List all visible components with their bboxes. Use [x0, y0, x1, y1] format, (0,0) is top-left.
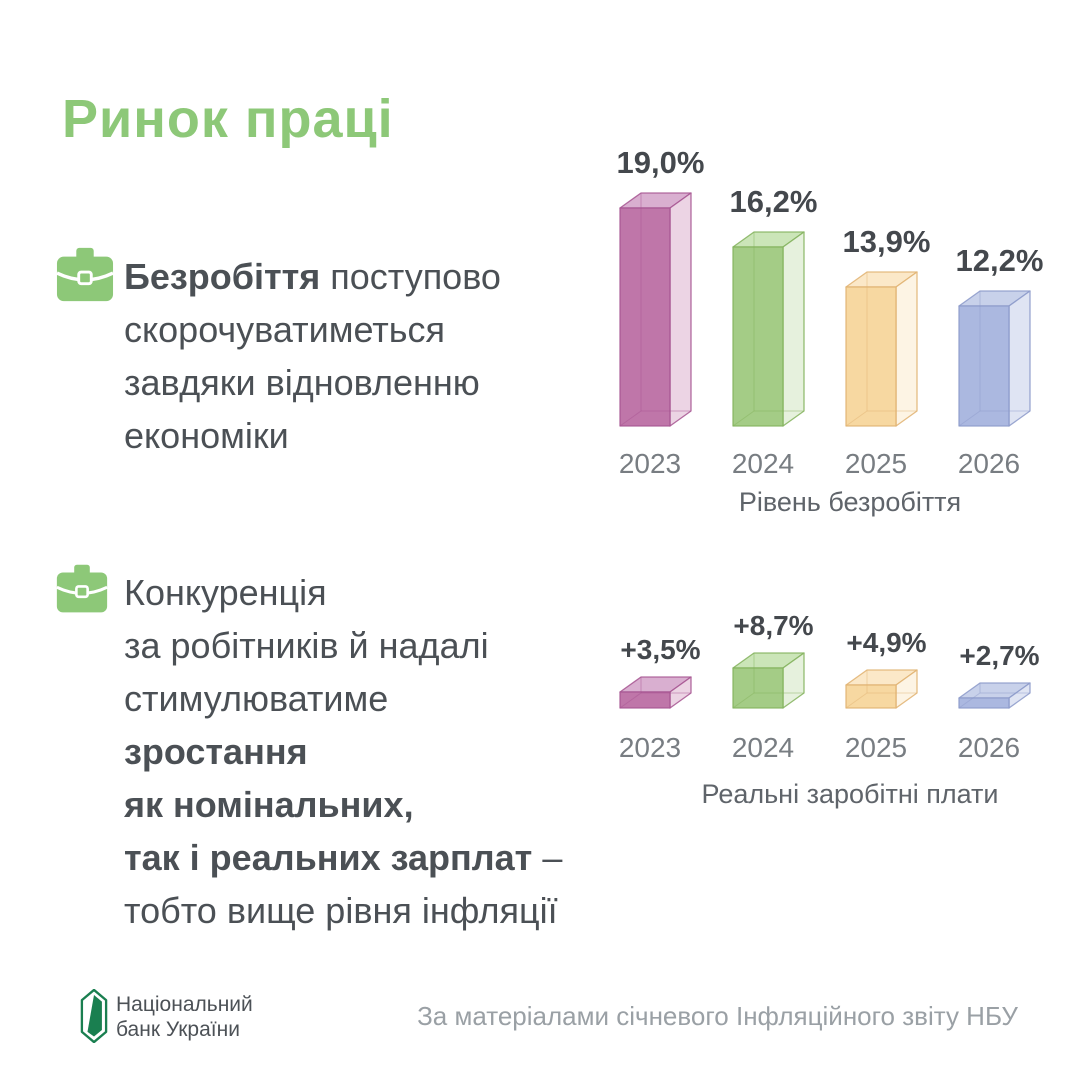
text-line: тобто вище рівня інфляції: [124, 890, 558, 931]
text-line: за робітників й надалі: [124, 625, 489, 666]
nbu-logo-icon: [80, 989, 108, 1043]
value-label: +4,9%: [846, 627, 926, 658]
text-line: стимулюватиме: [124, 678, 389, 719]
value-label: 12,2%: [956, 243, 1044, 278]
briefcase-icon: [56, 564, 108, 613]
nbu-name-line: банк України: [116, 1018, 240, 1041]
bar-2026: [958, 290, 1031, 427]
category-label: 2025: [845, 732, 907, 763]
value-label: +8,7%: [733, 610, 813, 641]
text-line: завдяки відновленню: [124, 362, 480, 403]
nbu-name: Національний банк України: [116, 992, 253, 1042]
unemployment-chart-caption: Рівень безробіття: [738, 487, 962, 517]
bar-2024: [732, 652, 805, 709]
wages-chart: +3,5% 2023 +8,7% 2024 +4,9% 2025 +2,7% 2026: [619, 610, 1040, 763]
value-label: 16,2%: [730, 184, 818, 219]
nbu-name-line: Національний: [116, 993, 253, 1016]
source-text: За матеріалами січневого Інфляційного зв…: [417, 1001, 1018, 1031]
bar-2025: [845, 271, 918, 427]
category-label: 2026: [958, 732, 1020, 763]
value-label: 19,0%: [617, 145, 705, 180]
bar-2026: [958, 682, 1031, 709]
category-label: 2023: [619, 732, 681, 763]
category-label: 2024: [732, 732, 794, 763]
bar-2023: [619, 192, 692, 427]
value-label: +3,5%: [620, 634, 700, 665]
category-label: 2026: [958, 448, 1020, 479]
bar-2023: [619, 676, 692, 709]
wages-text: Конкуренція за робітників й надалі стимулю…: [124, 566, 562, 937]
bar-2024: [732, 231, 805, 427]
value-label: 13,9%: [843, 224, 931, 259]
text-line: як номінальних,: [124, 784, 414, 825]
category-label: 2023: [619, 448, 681, 479]
wages-chart-caption: Реальні заробітні плати: [701, 779, 999, 809]
value-label: +2,7%: [959, 640, 1039, 671]
text-line: зростання: [124, 731, 308, 772]
text-line: скорочуватиметься: [124, 309, 446, 350]
unemployment-chart: 19,0% 2023 16,2% 2024 13,9% 2025 12,2% 2026: [617, 145, 1044, 479]
page-title: Ринок праці: [62, 89, 394, 149]
category-label: 2024: [732, 448, 794, 479]
bar-2025: [845, 669, 918, 709]
text-line: Конкуренція: [124, 572, 327, 613]
text-line: так і реальних зарплат –: [124, 837, 563, 878]
category-label: 2025: [845, 448, 907, 479]
text-line: економіки: [124, 415, 289, 456]
briefcase-icon: [56, 247, 114, 302]
text-line: Безробіття поступово: [124, 256, 501, 297]
unemployment-text: Безробіття поступово скорочуватиметься зав…: [124, 250, 501, 462]
